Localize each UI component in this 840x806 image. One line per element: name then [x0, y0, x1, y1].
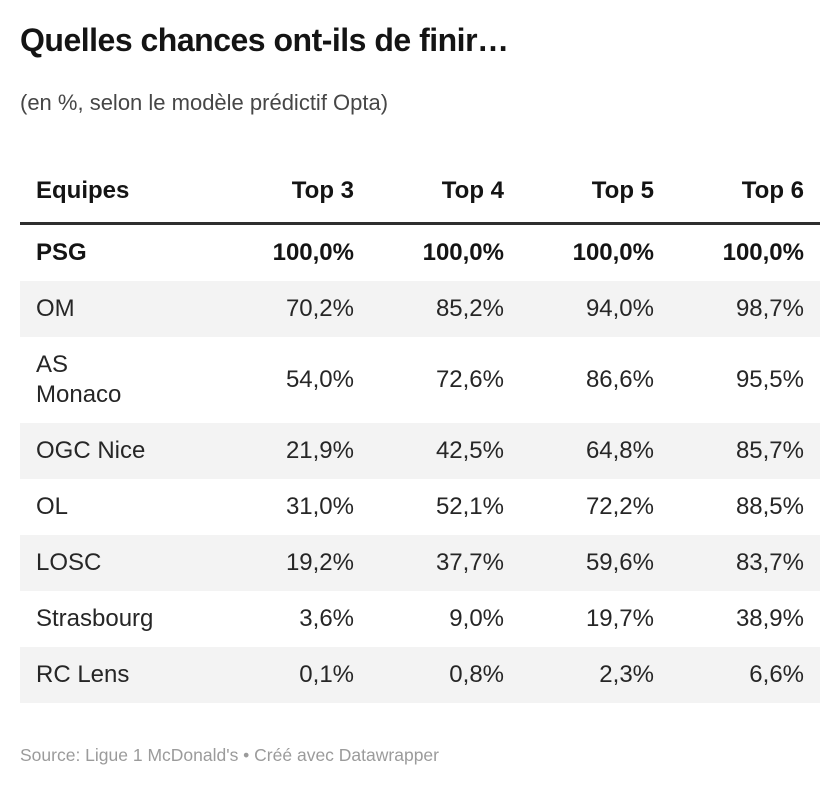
team-cell: OL	[36, 493, 69, 521]
team-cell: OGC Nice	[36, 437, 146, 465]
table-row: RC Lens 0,1% 0,8% 2,3% 6,6%	[20, 647, 820, 704]
value-cell: 86,6%	[585, 366, 654, 394]
value-cell: 64,8%	[585, 437, 654, 465]
page-subtitle: (en %, selon le modèle prédictif Opta)	[20, 89, 389, 115]
team-cell: RC Lens	[36, 661, 130, 689]
value-cell: 2,3%	[599, 661, 654, 689]
value-cell: 54,0%	[285, 366, 354, 394]
source-note: Source: Ligue 1 McDonald's • Créé avec D…	[20, 745, 439, 766]
value-cell: 0,1%	[299, 661, 354, 689]
value-cell: 21,9%	[285, 437, 354, 465]
table-header-row: Equipes Top 3 Top 4 Top 5 Top 6	[20, 162, 820, 226]
value-cell: 52,1%	[435, 493, 504, 521]
table-row: OL 31,0% 52,1% 72,2% 88,5%	[20, 479, 820, 535]
value-cell: 83,7%	[735, 549, 804, 577]
value-cell: 100,0%	[422, 239, 504, 267]
chart-container: Quelles chances ont-ils de finir… (en %,…	[0, 22, 840, 766]
value-cell: 100,0%	[722, 239, 804, 267]
value-cell: 19,7%	[585, 605, 654, 633]
value-cell: 3,6%	[299, 605, 354, 633]
value-cell: 37,7%	[435, 549, 504, 577]
value-cell: 9,0%	[449, 605, 504, 633]
value-cell: 72,6%	[435, 366, 504, 394]
column-header-equipes: Equipes	[20, 162, 220, 226]
value-cell: 85,2%	[435, 295, 504, 323]
team-cell: Strasbourg	[36, 605, 154, 633]
column-header-top5: Top 5	[520, 162, 670, 226]
value-cell: 31,0%	[285, 493, 354, 521]
value-cell: 100,0%	[572, 239, 654, 267]
value-cell: 42,5%	[435, 437, 504, 465]
value-cell: 88,5%	[735, 493, 804, 521]
value-cell: 100,0%	[272, 239, 354, 267]
data-table: Equipes Top 3 Top 4 Top 5 Top 6 PSG 100,0…	[20, 162, 820, 704]
table-row: OM 70,2% 85,2% 94,0% 98,7%	[20, 281, 820, 338]
team-cell: AS Monaco	[36, 351, 122, 409]
value-cell: 85,7%	[735, 437, 804, 465]
table-row: PSG 100,0% 100,0% 100,0% 100,0%	[20, 224, 820, 282]
value-cell: 72,2%	[585, 493, 654, 521]
table-row: LOSC 19,2% 37,7% 59,6% 83,7%	[20, 535, 820, 592]
column-header-top3: Top 3	[220, 162, 370, 226]
table-row: Strasbourg 3,6% 9,0% 19,7% 38,9%	[20, 591, 820, 647]
value-cell: 0,8%	[449, 661, 504, 689]
value-cell: 98,7%	[735, 295, 804, 323]
page-title: Quelles chances ont-ils de finir…	[20, 22, 509, 58]
value-cell: 6,6%	[749, 661, 804, 689]
table-row: OGC Nice 21,9% 42,5% 64,8% 85,7%	[20, 423, 820, 480]
table-body: PSG 100,0% 100,0% 100,0% 100,0% OM 70,2% 85,2% 9…	[20, 224, 820, 704]
value-cell: 19,2%	[285, 549, 354, 577]
value-cell: 95,5%	[735, 366, 804, 394]
value-cell: 94,0%	[585, 295, 654, 323]
table-row: AS Monaco 54,0% 72,6% 86,6% 95,5%	[20, 337, 820, 423]
value-cell: 59,6%	[585, 549, 654, 577]
team-cell: PSG	[36, 239, 87, 267]
column-header-top4: Top 4	[370, 162, 520, 226]
team-cell: LOSC	[36, 549, 102, 577]
value-cell: 70,2%	[285, 295, 354, 323]
team-cell: OM	[36, 295, 75, 323]
value-cell: 38,9%	[735, 605, 804, 633]
column-header-top6: Top 6	[670, 162, 820, 226]
